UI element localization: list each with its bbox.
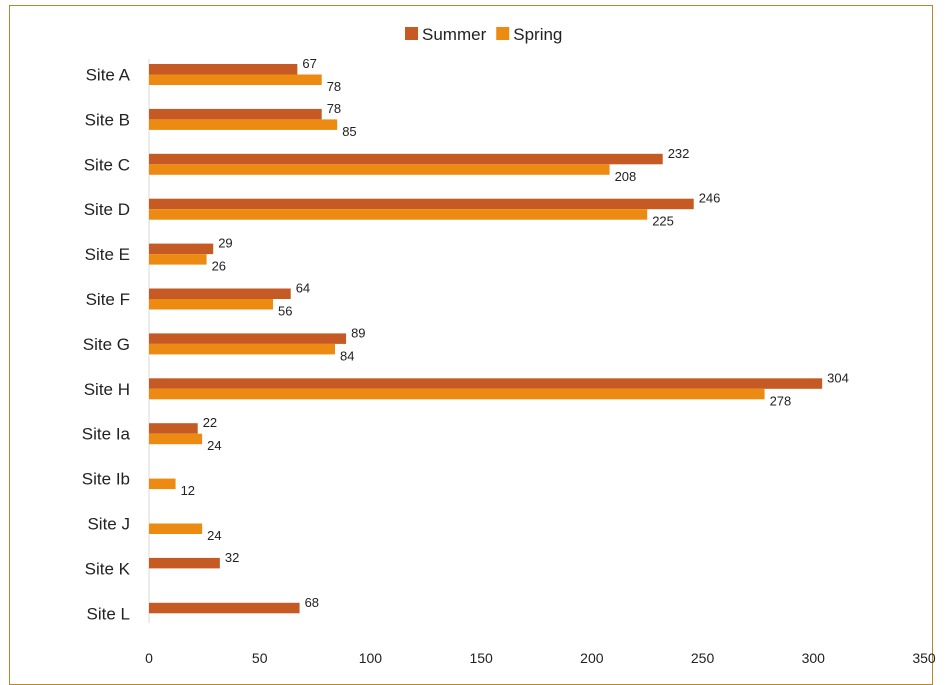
data-label-spring: 56 bbox=[278, 304, 292, 319]
data-label-summer: 246 bbox=[699, 191, 721, 206]
data-label-spring: 85 bbox=[342, 124, 356, 139]
data-label-spring: 26 bbox=[212, 259, 226, 274]
x-tick-label: 250 bbox=[691, 650, 715, 666]
data-label-spring: 12 bbox=[181, 483, 195, 498]
legend-label-spring: Spring bbox=[513, 25, 562, 44]
data-label-summer: 68 bbox=[305, 595, 319, 610]
bar-summer bbox=[149, 64, 298, 75]
category-label: Site F bbox=[86, 290, 130, 309]
bar-summer bbox=[149, 108, 322, 120]
x-tick-label: 350 bbox=[912, 650, 936, 666]
data-label-summer: 67 bbox=[302, 56, 316, 71]
category-label: Site E bbox=[85, 245, 130, 264]
category-label: Site Ib bbox=[82, 470, 130, 489]
data-label-spring: 278 bbox=[770, 393, 792, 408]
x-tick-label: 300 bbox=[802, 650, 826, 666]
data-label-spring: 208 bbox=[615, 169, 637, 184]
data-label-summer: 29 bbox=[218, 236, 232, 251]
category-label: Site B bbox=[85, 110, 130, 129]
data-label-spring: 24 bbox=[207, 438, 221, 453]
bar-summer bbox=[149, 423, 198, 434]
data-label-summer: 32 bbox=[225, 550, 239, 565]
category-label: Site L bbox=[87, 604, 130, 623]
x-tick-label: 150 bbox=[469, 650, 493, 666]
x-tick-label: 0 bbox=[145, 650, 153, 666]
bar-spring bbox=[149, 343, 335, 355]
bar-spring bbox=[149, 299, 273, 310]
category-label: Site J bbox=[87, 515, 130, 534]
category-label: Site H bbox=[84, 380, 130, 399]
bar-spring bbox=[149, 433, 203, 445]
category-label: Site Ia bbox=[82, 425, 131, 444]
legend-swatch-summer bbox=[405, 27, 418, 40]
bar-summer bbox=[149, 557, 220, 569]
bar-spring bbox=[149, 388, 765, 400]
bar-summer bbox=[149, 602, 300, 614]
category-label: Site C bbox=[84, 155, 130, 174]
data-label-summer: 304 bbox=[827, 370, 849, 385]
legend-swatch-spring bbox=[496, 27, 510, 40]
data-label-spring: 78 bbox=[327, 79, 341, 94]
bar-summer bbox=[149, 153, 663, 165]
data-label-spring: 225 bbox=[652, 214, 674, 229]
x-tick-label: 100 bbox=[359, 650, 383, 666]
data-label-summer: 64 bbox=[296, 281, 310, 296]
x-tick-label: 200 bbox=[580, 650, 604, 666]
data-label-spring: 84 bbox=[340, 348, 354, 363]
bar-summer bbox=[149, 243, 214, 255]
bar-summer bbox=[149, 198, 694, 210]
bar-summer bbox=[149, 288, 291, 299]
category-label: Site D bbox=[84, 200, 130, 219]
legend-label-summer: Summer bbox=[422, 25, 487, 44]
bar-spring bbox=[149, 209, 648, 220]
category-label: Site G bbox=[83, 335, 130, 354]
bar-spring bbox=[149, 478, 176, 490]
data-label-spring: 24 bbox=[207, 528, 221, 543]
bar-summer bbox=[149, 378, 823, 389]
category-label: Site K bbox=[85, 559, 131, 578]
category-label: Site A bbox=[86, 66, 131, 85]
bar-spring bbox=[149, 74, 322, 85]
bar-spring bbox=[149, 164, 610, 175]
data-label-summer: 22 bbox=[203, 415, 217, 430]
bar-spring bbox=[149, 119, 338, 130]
data-label-summer: 89 bbox=[351, 325, 365, 340]
x-tick-label: 50 bbox=[252, 650, 268, 666]
data-label-summer: 78 bbox=[327, 101, 341, 116]
data-label-summer: 232 bbox=[668, 146, 690, 161]
bar-summer bbox=[149, 333, 347, 344]
bar-spring bbox=[149, 254, 207, 265]
bar-spring bbox=[149, 523, 203, 534]
